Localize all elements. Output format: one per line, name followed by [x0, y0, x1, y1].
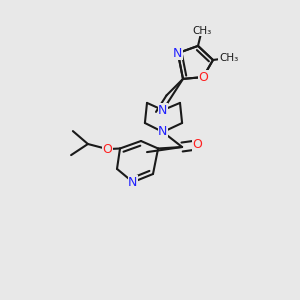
Text: O: O — [193, 138, 202, 152]
Text: N: N — [173, 46, 183, 60]
Text: CH₃: CH₃ — [192, 26, 211, 36]
Text: CH₃: CH₃ — [219, 53, 238, 63]
Text: O: O — [198, 70, 208, 84]
Text: N: N — [158, 103, 168, 117]
Text: N: N — [158, 125, 168, 139]
Text: O: O — [103, 142, 112, 156]
Text: N: N — [128, 176, 138, 189]
